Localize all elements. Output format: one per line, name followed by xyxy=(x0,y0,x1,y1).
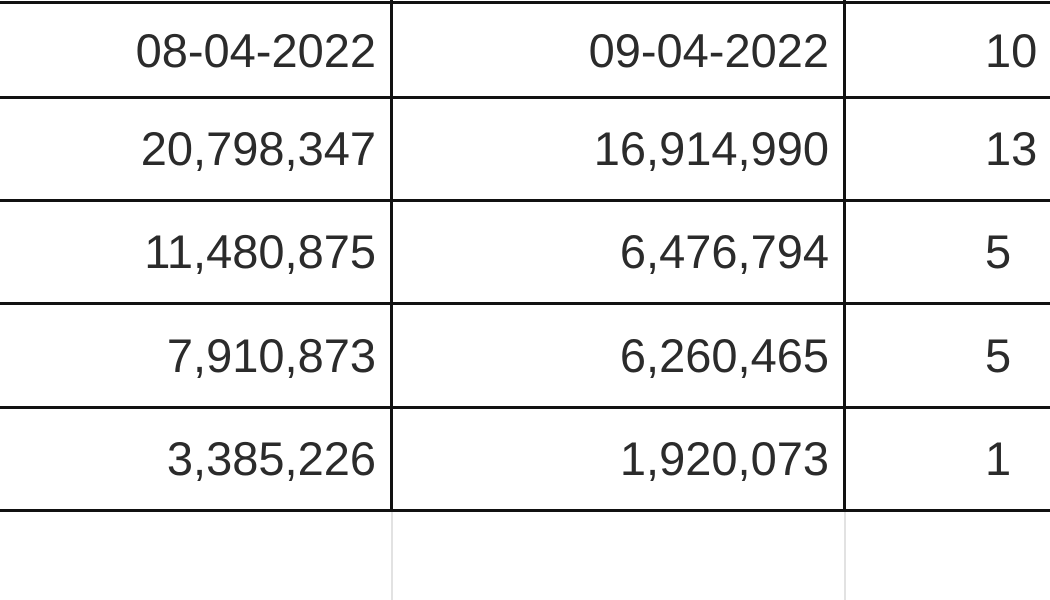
cell-border xyxy=(0,1,1050,4)
data-cell[interactable]: 20,798,347 xyxy=(140,122,376,175)
data-cell[interactable]: 13 xyxy=(985,122,1038,175)
data-cell[interactable]: 3,385,226 xyxy=(166,432,376,485)
cell-border xyxy=(0,96,1050,99)
gridline xyxy=(844,510,846,600)
data-cell[interactable]: 6,260,465 xyxy=(619,328,829,382)
data-cell[interactable]: 11,480,875 xyxy=(144,225,376,278)
cell-border xyxy=(390,0,393,510)
header-cell-date[interactable]: 10 xyxy=(985,23,1038,77)
data-cell[interactable]: 1 xyxy=(985,432,1012,485)
cell-border xyxy=(0,199,1050,202)
cell-border xyxy=(0,509,1050,512)
cell-border xyxy=(0,406,1050,409)
header-cell-date[interactable]: 09-04-2022 xyxy=(588,23,829,77)
data-cell[interactable]: 1,920,073 xyxy=(619,432,829,485)
data-cell[interactable]: 6,476,794 xyxy=(619,225,829,278)
data-cell[interactable]: 5 xyxy=(985,328,1012,382)
header-cell-date[interactable]: 08-04-2022 xyxy=(135,23,376,77)
data-cell[interactable]: 16,914,990 xyxy=(593,122,829,175)
cell-border xyxy=(0,302,1050,305)
cell-border xyxy=(843,0,846,510)
gridline xyxy=(391,510,393,600)
data-cell[interactable]: 7,910,873 xyxy=(166,328,376,382)
data-cell[interactable]: 5 xyxy=(985,225,1012,278)
